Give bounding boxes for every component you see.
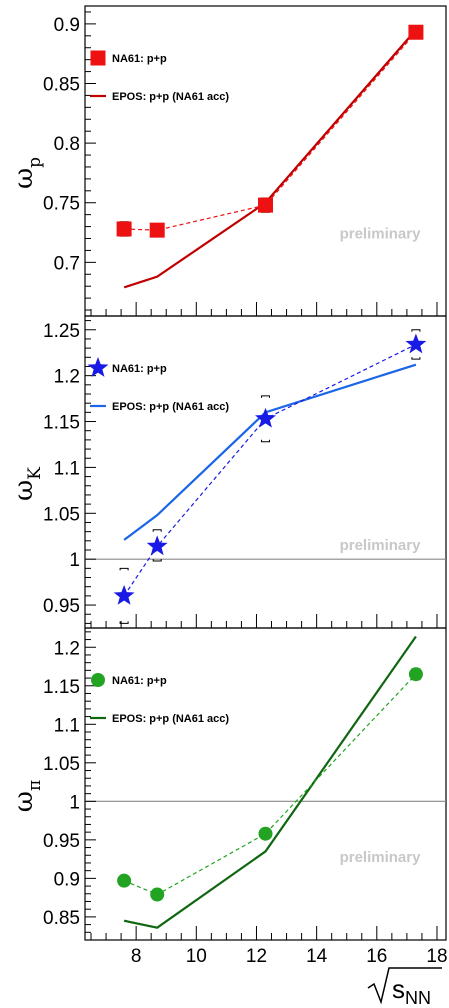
sys-bracket-bottom [152,559,162,562]
y-tick-label: 1.25 [43,321,80,342]
y-tick-label: 0.75 [43,194,80,215]
legend-label-data: NA61: p+p [112,363,167,375]
model-line [123,29,417,289]
legend-label-model: EPOS: p+p (NA61 acc) [112,401,229,413]
y-tick-label: 1.05 [43,754,80,775]
y-axis-label-sub: p [25,157,45,168]
y-tick-label: 0.8 [54,134,80,155]
y-tick-label: 1 [69,550,80,571]
sys-bracket-top [152,529,162,532]
data-point [258,197,273,213]
y-axis-label-sub: K [25,467,45,480]
data-point [116,221,132,237]
legend-marker [90,50,106,66]
panel-proton: 0.7 0.75 0.8 0.85 0.9 ωp preliminary NA61: p+p E… [9,5,447,317]
data-point [255,407,276,428]
data-point [113,584,135,605]
sys-bracket-bottom [261,439,270,443]
panel-pion: 0.85 0.9 0.95 1 1.05 1.1 1.15 1.2 ωπ preliminary N… [9,627,447,941]
y-tick-label: 0.85 [43,75,80,96]
data-point [150,887,165,902]
y-axis-label-main: ω [9,480,39,501]
data-point [408,24,424,40]
legend-marker [91,673,105,687]
legend-label-model: EPOS: p+p (NA61 acc) [112,713,229,725]
preliminary-watermark: preliminary [340,849,422,866]
data-point [149,222,165,238]
x-axis: 8 10 12 14 16 18 sNN [131,946,448,1008]
x-tick-label: 8 [131,946,142,967]
sys-bracket-top [119,567,129,571]
data-point [117,873,132,888]
legend-label-model: EPOS: p+p (NA61 acc) [112,91,229,103]
y-tick-label: 1.1 [54,715,80,736]
y-axis-label: ωK [9,467,45,501]
x-tick-label: 12 [246,946,267,967]
model-line [123,635,417,929]
data-dashed-line [124,31,417,231]
x-tick-label: 18 [426,946,447,967]
y-tick-label: 0.85 [43,908,80,929]
data-point [408,667,423,682]
model-line [123,363,417,541]
preliminary-watermark: preliminary [340,537,422,554]
y-tick-label: 1 [69,792,80,813]
preliminary-watermark: preliminary [340,226,422,243]
data-point [146,535,168,556]
x-tick-label: 10 [186,946,207,967]
y-tick-label: 0.95 [43,831,80,852]
x-axis-label-sub: NN [405,988,431,1008]
data-point [258,826,273,841]
y-axis-label: ωπ [9,780,45,812]
y-axis-label-main: ω [9,168,39,189]
y-tick-label: 0.95 [43,596,80,617]
sqrt-sign [367,967,442,1005]
panel-kaon: 0.9511.051.11.151.21.25ωKpreliminaryNA61… [9,315,447,629]
sys-bracket-bottom [411,357,421,360]
legend-label-data: NA61: p+p [112,675,167,687]
data-dashed-line [123,343,417,597]
sys-bracket-top [261,395,270,398]
legend-label-data: NA61: p+p [112,53,167,65]
legend-marker [87,357,109,377]
y-tick-label: 1.05 [43,504,80,525]
y-tick-label: 1.2 [54,638,80,659]
x-tick-label: 16 [366,946,387,967]
y-tick-label: 0.9 [54,869,80,890]
y-tick-label: 0.9 [54,15,80,36]
sys-bracket-bottom [119,621,129,624]
y-axis-label: ωp [9,157,45,189]
y-tick-label: 1.2 [54,367,80,388]
sys-bracket-top [411,329,421,332]
y-axis-label-sub: π [25,780,45,791]
y-tick-label: 1.15 [43,413,80,434]
plot-frame [84,627,447,941]
y-tick-label: 1.1 [54,458,80,479]
data-dashed-line [123,673,417,896]
y-axis-label-main: ω [9,791,39,812]
x-axis-label: sNN [392,974,431,1008]
data-point [405,333,427,354]
x-tick-label: 14 [306,946,328,967]
x-axis-label-main: s [392,974,405,1004]
y-tick-label: 0.7 [54,253,80,274]
y-tick-label: 1.15 [43,677,80,698]
